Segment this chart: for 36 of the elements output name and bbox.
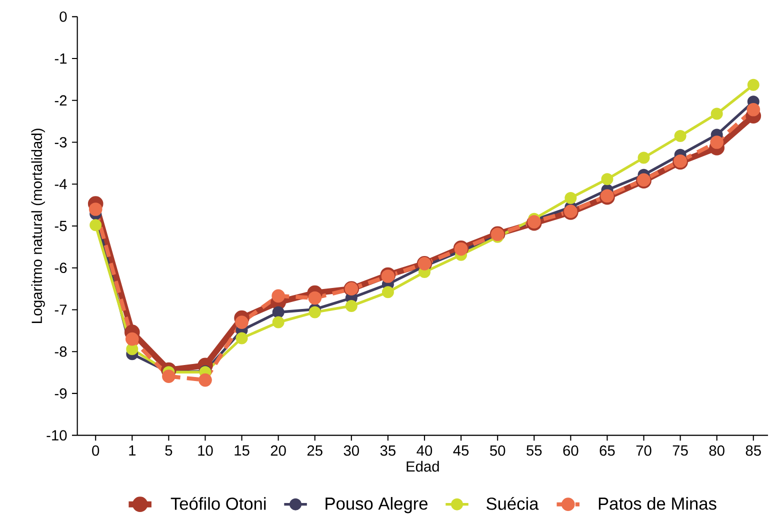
x-tick-label: 80 (709, 445, 724, 456)
y-tick-label: -7 (54, 304, 67, 315)
y-tick-label: -3 (54, 137, 67, 148)
x-tick-label: 55 (526, 445, 542, 456)
x-tick-label: 20 (270, 445, 286, 456)
y-tick-label: -6 (54, 262, 67, 274)
y-tick-label: -9 (54, 388, 67, 399)
legend-label: Pouso Alegre (326, 497, 428, 514)
x-tick-label: 60 (563, 445, 578, 456)
x-tick-label: 70 (636, 445, 652, 456)
x-tick-label: 1 (129, 445, 136, 456)
x-tick-label: 10 (198, 445, 213, 456)
x-tick-label: 85 (746, 445, 761, 456)
x-tick-label: 50 (490, 445, 506, 456)
x-tick-label: 35 (380, 445, 396, 456)
y-tick-label: 0 (60, 11, 67, 22)
y-tick-label: -5 (54, 220, 67, 232)
x-tick-label: 65 (600, 445, 615, 456)
y-tick-label: -1 (54, 53, 67, 64)
y-tick-label: -10 (46, 430, 67, 441)
x-tick-label: 15 (234, 445, 250, 456)
legend-label: Patos de Minas (598, 497, 716, 510)
x-tick-label: 5 (165, 445, 172, 456)
x-axis-title: Edad (406, 460, 439, 472)
y-tick-label: -2 (54, 95, 67, 106)
x-tick-label: 25 (307, 445, 322, 456)
y-tick-label: -4 (54, 179, 67, 190)
y-tick-label: -8 (54, 346, 67, 357)
x-tick-label: 45 (453, 445, 469, 456)
legend-label: Teófilo Otoni (170, 496, 266, 510)
x-tick-label: 30 (344, 445, 359, 456)
x-tick-label: 40 (416, 445, 432, 456)
legend-label: Suécia (486, 496, 539, 510)
x-tick-label: 0 (92, 445, 100, 456)
y-axis-title: Logaritmo natural (mortalidad) (31, 128, 45, 324)
x-tick-label: 75 (672, 445, 688, 456)
